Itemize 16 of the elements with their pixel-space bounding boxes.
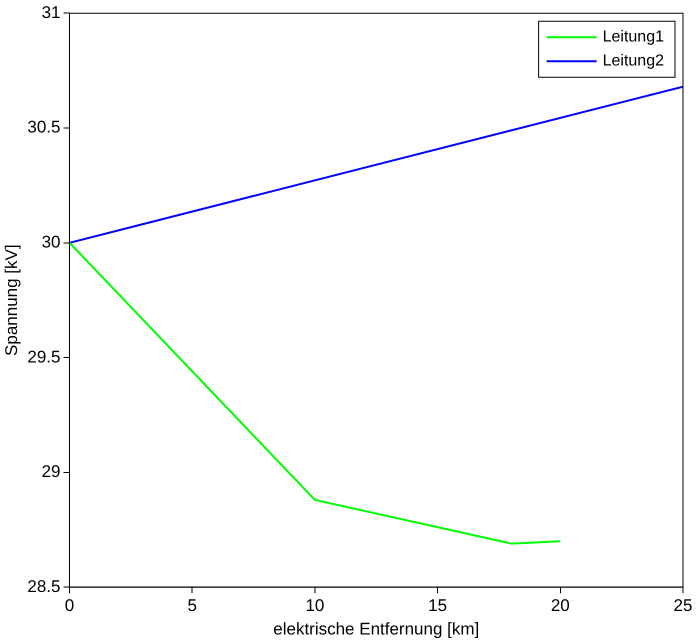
y-tick-label: 30 bbox=[42, 232, 60, 252]
x-axis-title: elektrische Entfernung [km] bbox=[273, 619, 480, 638]
x-tick-label: 0 bbox=[64, 596, 74, 616]
y-tick-label: 28.5 bbox=[27, 576, 60, 596]
legend-label: Leitung1 bbox=[602, 28, 664, 46]
y-tick-label: 29.5 bbox=[27, 347, 60, 366]
x-tick-label: 20 bbox=[550, 596, 570, 616]
y-tick-label: 29 bbox=[42, 462, 60, 482]
x-tick-label: 10 bbox=[305, 596, 324, 616]
x-tick-label: 25 bbox=[674, 596, 692, 616]
y-axis-title: Spannung [kV] bbox=[2, 244, 21, 356]
x-tick-label: 15 bbox=[428, 596, 448, 616]
x-tick-label: 5 bbox=[187, 596, 197, 616]
legend-label: Leitung2 bbox=[602, 52, 664, 70]
y-tick-label: 30.5 bbox=[27, 118, 60, 137]
y-tick-label: 31 bbox=[42, 2, 60, 22]
